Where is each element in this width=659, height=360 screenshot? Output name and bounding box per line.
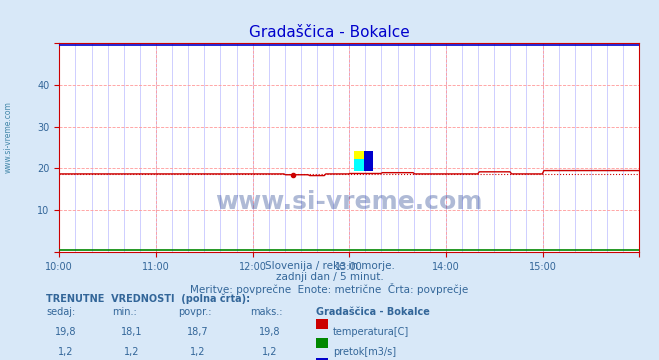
Text: 19,8: 19,8 (260, 327, 281, 337)
Text: Meritve: povprečne  Enote: metrične  Črta: povprečje: Meritve: povprečne Enote: metrične Črta:… (190, 283, 469, 294)
Text: sedaj:: sedaj: (46, 307, 75, 317)
Text: 18,1: 18,1 (121, 327, 142, 337)
Bar (364, 150, 374, 171)
Text: pretok[m3/s]: pretok[m3/s] (333, 347, 396, 357)
Text: min.:: min.: (112, 307, 137, 317)
Text: temperatura[C]: temperatura[C] (333, 327, 409, 337)
Bar (354, 159, 364, 171)
Text: Gradaščica - Bokalce: Gradaščica - Bokalce (249, 25, 410, 40)
Text: 1,2: 1,2 (190, 347, 206, 357)
Text: maks.:: maks.: (250, 307, 283, 317)
Text: 1,2: 1,2 (262, 347, 278, 357)
Text: 1,2: 1,2 (58, 347, 74, 357)
Text: TRENUTNE  VREDNOSTI  (polna črta):: TRENUTNE VREDNOSTI (polna črta): (46, 293, 250, 304)
Text: www.si-vreme.com: www.si-vreme.com (215, 190, 483, 214)
Text: 18,7: 18,7 (187, 327, 208, 337)
Text: 19,8: 19,8 (55, 327, 76, 337)
Bar (354, 150, 364, 171)
Text: zadnji dan / 5 minut.: zadnji dan / 5 minut. (275, 272, 384, 282)
Text: Slovenija / reke in morje.: Slovenija / reke in morje. (264, 261, 395, 271)
Text: povpr.:: povpr.: (178, 307, 212, 317)
Text: Gradaščica - Bokalce: Gradaščica - Bokalce (316, 307, 430, 317)
Text: 1,2: 1,2 (124, 347, 140, 357)
Text: www.si-vreme.com: www.si-vreme.com (3, 101, 13, 173)
